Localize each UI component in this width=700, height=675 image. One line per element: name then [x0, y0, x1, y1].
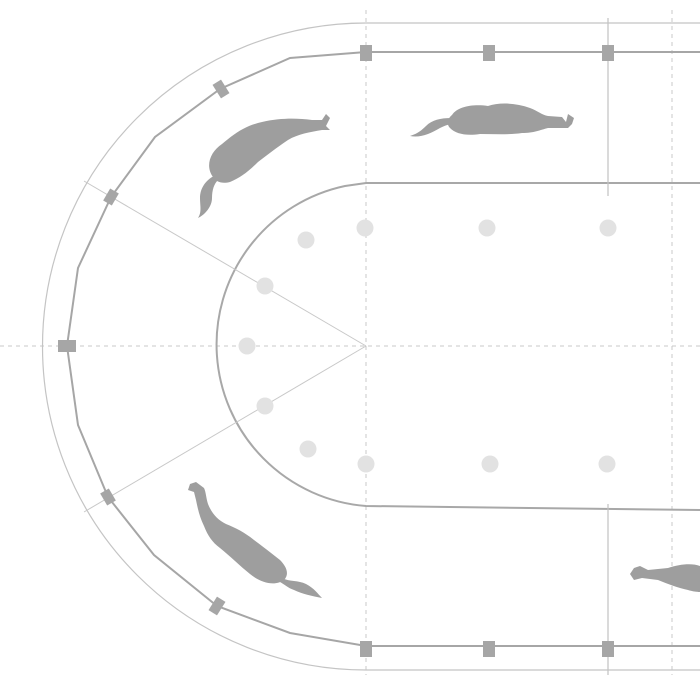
post: [602, 641, 614, 657]
marker: [478, 219, 496, 237]
marker: [256, 397, 274, 415]
dashed-guides: [0, 10, 700, 675]
marker: [357, 455, 375, 473]
post: [483, 641, 495, 657]
marker: [256, 277, 274, 295]
post: [58, 340, 76, 352]
marker: [599, 219, 617, 237]
post: [100, 488, 116, 506]
horse-top-left-curve-icon: [198, 114, 330, 218]
markers: [238, 219, 617, 473]
radial-line-upper: [83, 180, 367, 347]
post: [483, 45, 495, 61]
post: [103, 188, 119, 206]
outer-boundary: [41, 22, 700, 671]
post: [360, 641, 372, 657]
posts: [58, 45, 614, 657]
marker: [598, 455, 616, 473]
inner-arena-rail: [215, 182, 700, 511]
post: [212, 79, 230, 99]
radial-line-lower: [83, 345, 367, 513]
track-outer-rail: [65, 51, 700, 647]
marker: [481, 455, 499, 473]
marker: [299, 440, 317, 458]
post: [208, 596, 226, 616]
marker: [356, 219, 374, 237]
horse-bottom-left-curve-icon: [188, 482, 322, 598]
radial-lines: [83, 180, 367, 513]
post: [360, 45, 372, 61]
post: [602, 45, 614, 61]
horse-bottom-straight-icon: [630, 564, 700, 592]
marker: [297, 231, 315, 249]
horses: [188, 103, 700, 598]
horse-top-straight-icon: [410, 103, 574, 137]
marker: [238, 337, 256, 355]
